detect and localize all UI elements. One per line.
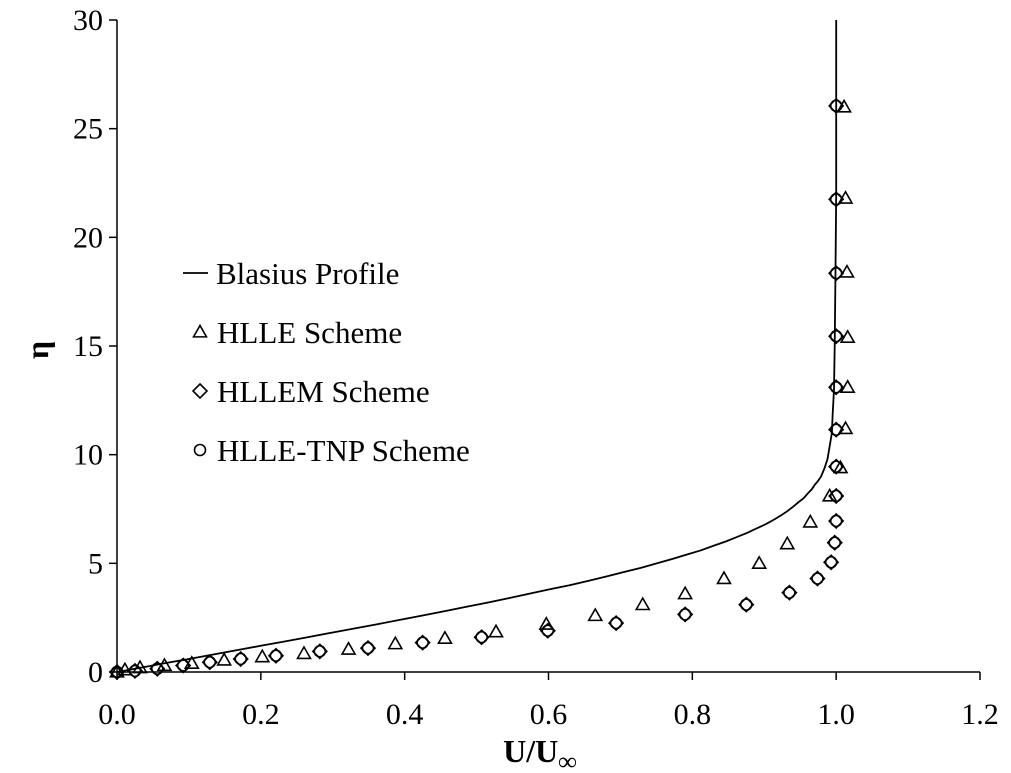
- circle-point: [829, 489, 843, 503]
- x-tick-label: 0.2: [242, 698, 280, 731]
- triangle-point: [488, 623, 504, 638]
- triangle-point: [296, 645, 312, 660]
- x-axis-title-main: U/U: [503, 733, 558, 769]
- y-tick-label: 20: [73, 221, 103, 254]
- circle-point: [269, 649, 283, 663]
- y-tick-label: 15: [73, 330, 103, 363]
- triangle-point: [254, 648, 271, 663]
- x-tick-label: 0.8: [674, 698, 712, 731]
- circle-point: [361, 641, 375, 655]
- legend-label: HLLE-TNP Scheme: [217, 433, 470, 468]
- x-tick-label: 0.4: [386, 698, 424, 731]
- triangle-point: [821, 487, 838, 502]
- circle-point: [150, 662, 164, 676]
- x-tick-label: 1.2: [961, 698, 999, 731]
- triangle-point: [538, 616, 555, 630]
- legend-label: HLLEM Scheme: [217, 374, 430, 409]
- circle-point: [110, 665, 124, 679]
- y-axis-title: η: [19, 341, 55, 359]
- triangle-point: [387, 635, 404, 650]
- legend-item: HLLEM Scheme: [191, 374, 430, 409]
- circle-point: [829, 99, 843, 113]
- circle-point: [609, 616, 623, 630]
- legend: Blasius Profile HLLE Scheme HLLEM Scheme HL…: [183, 256, 470, 468]
- x-tick-label: 0.0: [98, 698, 136, 731]
- y-tick-label: 0: [88, 656, 103, 689]
- blasius-profile-line: [116, 20, 838, 673]
- circle-point: [829, 266, 843, 280]
- triangle-point: [839, 329, 856, 343]
- circle-point: [783, 586, 796, 599]
- series-blasius-profile: [116, 20, 838, 673]
- circle-point: [234, 652, 247, 666]
- axes: 0 5 10 15 20 25 30 0.0 0.2 0.4 0.6 0.8 1.0 1.2: [73, 4, 999, 731]
- triangle-point: [836, 98, 852, 113]
- triangle-point: [216, 651, 233, 666]
- circle-point: [829, 329, 843, 343]
- circle-point: [824, 555, 838, 569]
- circle-point: [829, 423, 843, 436]
- legend-triangle-symbol: [192, 323, 208, 338]
- circle-point: [739, 598, 753, 611]
- x-tick-label: 0.6: [530, 698, 568, 731]
- circle-point: [678, 608, 692, 621]
- y-tick-label: 5: [88, 547, 103, 580]
- triangle-point: [839, 263, 855, 278]
- circle-point: [416, 636, 429, 649]
- triangle-point: [716, 570, 732, 585]
- circle-point: [829, 193, 843, 206]
- x-axis-title: U/U∞: [503, 733, 577, 773]
- circle-point: [541, 624, 555, 638]
- circle-point: [313, 645, 327, 658]
- circle-point: [811, 572, 824, 585]
- circle-point: [128, 664, 142, 678]
- triangle-point: [437, 630, 453, 644]
- triangle-point: [802, 513, 819, 528]
- triangle-point: [634, 596, 651, 611]
- triangle-point: [751, 555, 768, 570]
- triangle-point: [839, 379, 856, 393]
- triangle-point: [587, 607, 604, 622]
- series-group: [108, 20, 856, 681]
- legend-diamond-symbol: [191, 382, 209, 400]
- legend-label: HLLE Scheme: [217, 315, 402, 350]
- triangle-point: [779, 535, 796, 550]
- circle-point: [475, 630, 488, 644]
- legend-item: HLLE Scheme: [192, 315, 402, 350]
- circle-point: [829, 514, 843, 528]
- triangle-point: [677, 585, 694, 600]
- legend-label: Blasius Profile: [216, 256, 399, 291]
- y-tick-label: 30: [73, 4, 103, 37]
- triangle-point: [340, 641, 357, 655]
- circle-point: [829, 460, 843, 473]
- circle-point: [829, 380, 843, 394]
- legend-item: Blasius Profile: [183, 256, 399, 291]
- series-hlle-tnp-scheme: [110, 99, 843, 679]
- y-tick-label: 10: [73, 439, 103, 472]
- circle-point: [203, 655, 217, 669]
- x-axis-title-subscript: ∞: [558, 747, 577, 773]
- x-tick-label: 1.0: [817, 698, 855, 731]
- legend-item: HLLE-TNP Scheme: [193, 433, 470, 468]
- circle-point: [176, 659, 190, 672]
- y-tick-label: 25: [73, 113, 103, 146]
- circle-point: [828, 536, 842, 549]
- legend-circle-symbol: [193, 443, 207, 457]
